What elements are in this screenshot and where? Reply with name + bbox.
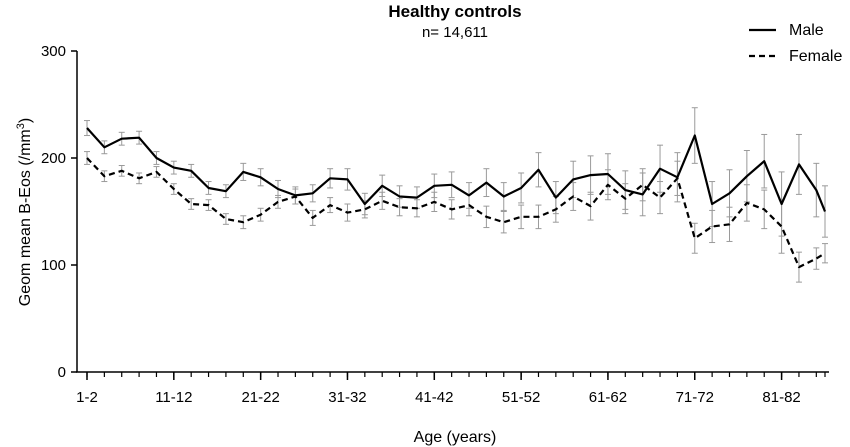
x-tick-label: 21-22 <box>241 389 279 406</box>
y-tick-label: 100 <box>41 257 66 274</box>
error-bar-female <box>500 211 507 234</box>
legend-label-male: Male <box>789 22 824 39</box>
y-axis-label: Geom mean B-Eos (/mm3) <box>15 118 34 306</box>
y-axis-label-close: ) <box>17 118 34 123</box>
chart-subtitle: n= 14,611 <box>422 24 488 41</box>
error-bar-female <box>813 247 820 270</box>
error-bar-female <box>709 209 716 244</box>
plot-area: 0 100 200 300 1-2 11-12 21-22 31-32 41-42 51-52 6… <box>41 43 829 406</box>
error-bar-female <box>188 198 195 210</box>
x-ticks: 1-2 11-12 21-22 31-32 41-42 51-52 61-62 71-72 81… <box>76 372 826 406</box>
y-axis-label-main: Geom mean B-Eos (/mm <box>17 129 34 306</box>
y-ticks: 0 100 200 300 <box>41 43 77 381</box>
legend-label-female: Female <box>789 48 842 65</box>
y-tick-label: 0 <box>58 364 66 381</box>
error-bars-male <box>84 107 828 238</box>
x-tick-label: 1-2 <box>76 389 98 406</box>
series-line-female <box>86 157 826 269</box>
x-tick-label: 51-52 <box>502 389 540 406</box>
x-tick-label: 81-82 <box>762 389 800 406</box>
x-tick-label: 11-12 <box>155 389 192 406</box>
error-bar-female <box>222 213 229 225</box>
series-layer <box>84 107 828 283</box>
x-tick-label: 41-42 <box>415 389 453 406</box>
x-tick-label: 61-62 <box>589 389 627 406</box>
error-bar-female <box>691 222 698 254</box>
series-line-male <box>86 127 827 212</box>
x-axis-label: Age (years) <box>414 429 497 446</box>
y-tick-label: 300 <box>41 43 66 60</box>
error-bar-female <box>379 191 386 210</box>
x-tick-label: 31-32 <box>328 389 366 406</box>
error-bar-female <box>657 181 664 215</box>
error-bar-female <box>822 243 828 264</box>
error-bar-female <box>778 199 785 254</box>
error-bar-female <box>396 198 403 217</box>
chart-title: Healthy controls <box>388 2 521 21</box>
y-tick-label: 200 <box>41 150 66 167</box>
error-bars-female <box>84 151 828 283</box>
y-axis-label-sup: 3 <box>15 123 27 129</box>
error-bar-female <box>639 168 646 202</box>
legend: Male Female <box>749 22 842 65</box>
error-bar-female <box>518 204 525 230</box>
x-tick-label: 71-72 <box>676 389 714 406</box>
